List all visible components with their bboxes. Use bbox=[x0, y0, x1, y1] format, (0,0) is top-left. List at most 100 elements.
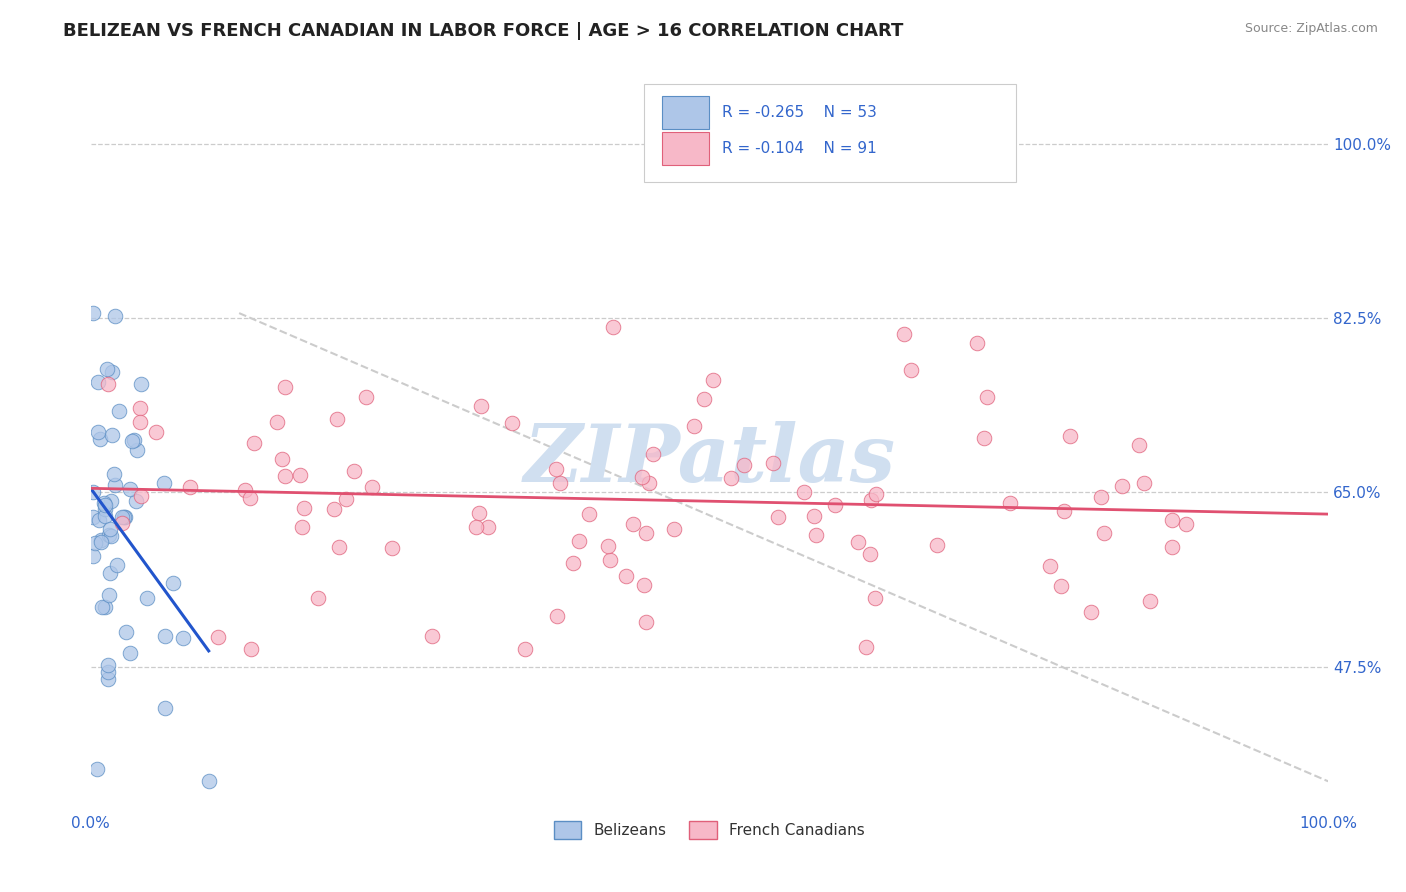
Point bbox=[153, 701, 176, 715]
Point bbox=[477, 520, 499, 534]
Point bbox=[562, 557, 585, 571]
Point bbox=[121, 434, 143, 449]
Point bbox=[465, 519, 488, 533]
Point bbox=[1128, 438, 1150, 452]
Point bbox=[762, 456, 785, 470]
Point bbox=[623, 516, 645, 531]
Point bbox=[966, 335, 988, 350]
Legend: Belizeans, French Canadians: Belizeans, French Canadians bbox=[548, 814, 872, 845]
Point bbox=[90, 534, 112, 549]
Point bbox=[1174, 516, 1197, 531]
Point bbox=[662, 522, 685, 536]
Point bbox=[239, 641, 262, 656]
Point bbox=[614, 569, 637, 583]
Point bbox=[90, 533, 112, 547]
Point bbox=[720, 470, 742, 484]
Point bbox=[354, 390, 377, 404]
Point bbox=[128, 401, 150, 415]
Point bbox=[848, 534, 870, 549]
Point bbox=[98, 528, 121, 542]
FancyBboxPatch shape bbox=[662, 96, 710, 129]
Point bbox=[111, 509, 134, 524]
Point bbox=[97, 665, 120, 679]
Point bbox=[792, 485, 814, 500]
Point bbox=[96, 362, 118, 376]
Point bbox=[172, 632, 194, 646]
Point bbox=[233, 483, 256, 497]
Point bbox=[87, 513, 110, 527]
Point bbox=[633, 578, 655, 592]
Point bbox=[103, 310, 125, 324]
Point bbox=[135, 591, 157, 605]
Point bbox=[97, 673, 120, 687]
Point bbox=[602, 320, 624, 334]
Point bbox=[855, 640, 877, 654]
Point bbox=[893, 327, 915, 342]
Point bbox=[1161, 513, 1184, 527]
Point bbox=[112, 510, 135, 524]
Point bbox=[683, 419, 706, 434]
Text: ZIPatlas: ZIPatlas bbox=[523, 421, 896, 499]
Point bbox=[568, 533, 591, 548]
Point bbox=[82, 485, 104, 500]
Point bbox=[270, 451, 292, 466]
Point bbox=[335, 491, 357, 506]
Point bbox=[824, 499, 846, 513]
Point bbox=[94, 599, 117, 614]
Point bbox=[111, 516, 134, 531]
Text: R = -0.265    N = 53: R = -0.265 N = 53 bbox=[721, 105, 876, 120]
Point bbox=[1000, 496, 1022, 510]
Point bbox=[125, 494, 148, 508]
Point bbox=[702, 373, 724, 387]
Point bbox=[858, 548, 880, 562]
Point bbox=[94, 498, 117, 512]
Point bbox=[860, 492, 883, 507]
Point bbox=[86, 375, 108, 389]
Point bbox=[1090, 490, 1112, 504]
Point bbox=[266, 415, 288, 429]
Point bbox=[114, 509, 136, 524]
Point bbox=[101, 365, 124, 379]
Point bbox=[128, 415, 150, 429]
Point bbox=[1133, 476, 1156, 491]
Point bbox=[501, 416, 523, 430]
Point bbox=[630, 470, 652, 484]
Point bbox=[162, 576, 184, 591]
Text: BELIZEAN VS FRENCH CANADIAN IN LABOR FORCE | AGE > 16 CORRELATION CHART: BELIZEAN VS FRENCH CANADIAN IN LABOR FOR… bbox=[63, 22, 904, 40]
Point bbox=[544, 461, 567, 475]
Point bbox=[118, 482, 141, 496]
Point bbox=[153, 629, 176, 643]
Point bbox=[98, 588, 121, 602]
Point bbox=[470, 399, 492, 413]
Point bbox=[863, 591, 886, 605]
Point bbox=[360, 480, 382, 494]
Point bbox=[97, 376, 120, 391]
Point bbox=[973, 431, 995, 445]
Point bbox=[93, 496, 115, 510]
Point bbox=[104, 478, 127, 492]
Point bbox=[114, 624, 136, 639]
Point bbox=[1111, 479, 1133, 493]
Point bbox=[925, 538, 948, 552]
Point bbox=[108, 404, 131, 418]
Point bbox=[122, 433, 145, 447]
Point bbox=[273, 468, 295, 483]
Point bbox=[87, 425, 110, 439]
Point bbox=[634, 615, 657, 630]
Point bbox=[550, 476, 572, 491]
Point bbox=[578, 507, 600, 521]
Point bbox=[307, 591, 329, 606]
Point bbox=[89, 433, 111, 447]
Point bbox=[100, 494, 122, 508]
Point bbox=[197, 774, 219, 789]
Point bbox=[129, 376, 152, 391]
Point bbox=[806, 527, 828, 541]
Point bbox=[120, 646, 142, 660]
Point bbox=[98, 522, 121, 536]
Point bbox=[598, 539, 620, 553]
Point bbox=[636, 526, 658, 541]
Point bbox=[91, 600, 114, 615]
Point bbox=[179, 479, 201, 493]
Point bbox=[239, 491, 262, 505]
Point bbox=[100, 529, 122, 543]
